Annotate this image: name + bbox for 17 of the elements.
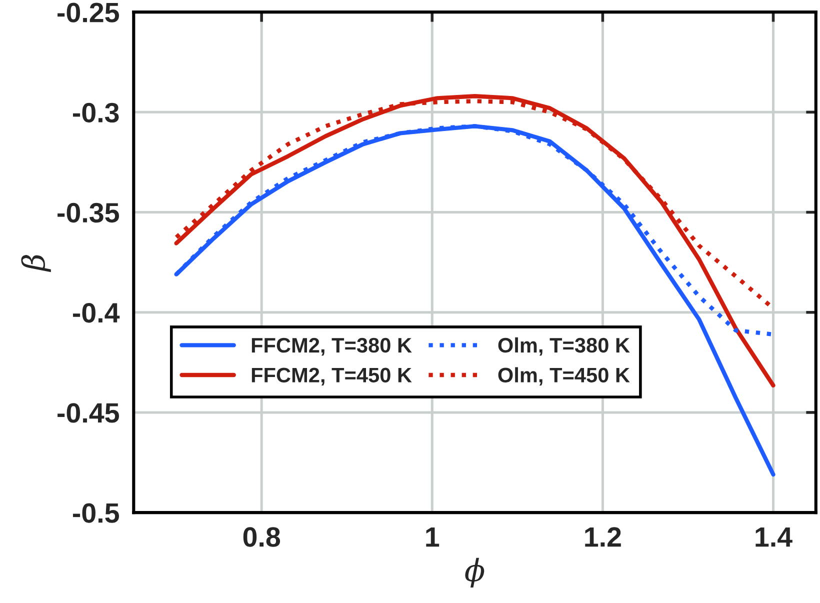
x-tick-label: 0.8 xyxy=(243,527,280,547)
x-tick-label: 1.4 xyxy=(756,527,792,547)
y-tick-label: -0.25 xyxy=(58,2,120,22)
x-tick-label: 1.2 xyxy=(585,527,621,547)
legend-label: Olm, T=380 K xyxy=(498,337,630,356)
legend-label: FFCM2, T=380 K xyxy=(252,338,412,356)
y-tick-label: -0.5 xyxy=(72,503,119,523)
y-tick-label: -0.45 xyxy=(58,403,120,423)
y-tick-label: -0.3 xyxy=(72,102,119,123)
line-series xyxy=(174,94,776,388)
legend-label: FFCM2, T=450 K xyxy=(252,368,412,386)
y-tick-label: -0.35 xyxy=(58,202,120,223)
x-tick-label: 1 xyxy=(426,527,440,547)
x-axis-title: ϕ xyxy=(465,558,484,588)
legend-label: Olm, T=450 K xyxy=(498,367,630,386)
y-tick-label: -0.4 xyxy=(72,303,120,323)
y-axis-title: β xyxy=(21,254,51,272)
